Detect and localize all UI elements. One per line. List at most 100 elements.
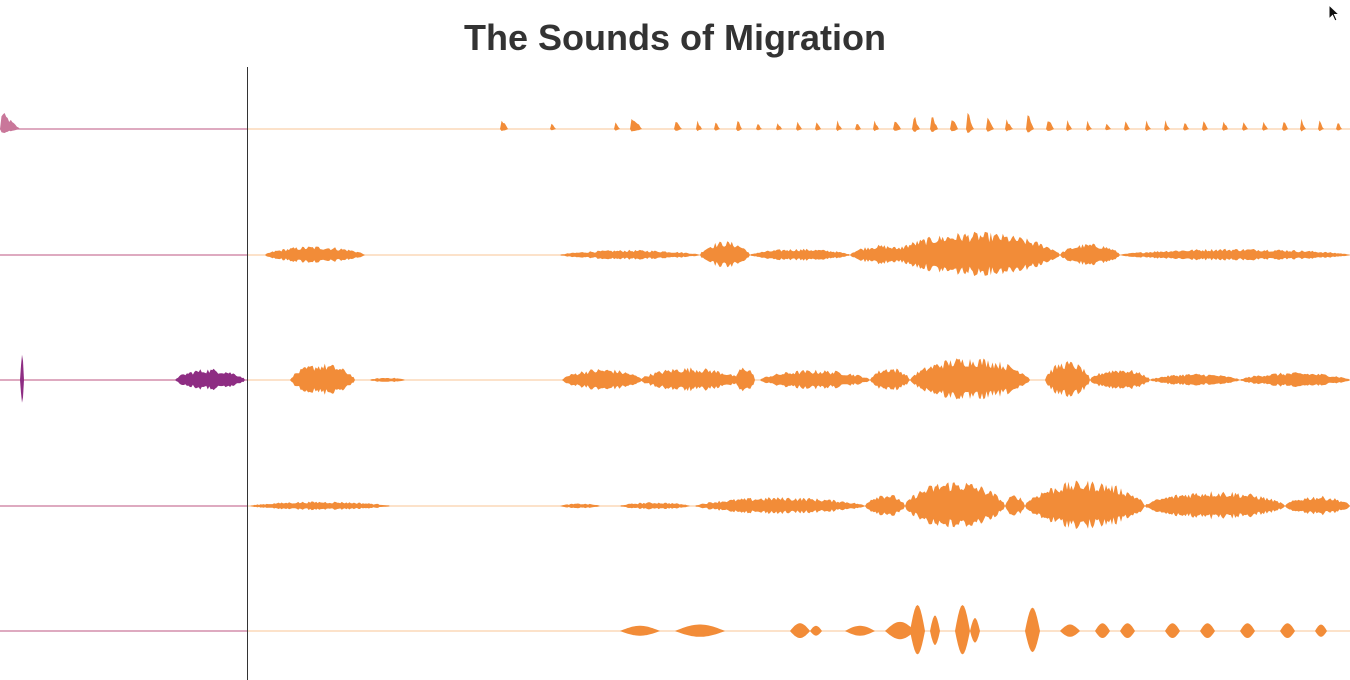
waveform-burst (776, 123, 782, 131)
waveform-burst (955, 605, 970, 655)
waveform-burst (1005, 495, 1025, 516)
waveform-burst (1105, 123, 1111, 131)
waveform-burst (966, 112, 974, 133)
waveform-burst (930, 117, 938, 132)
waveform-burst (265, 246, 365, 263)
waveform-burst (986, 117, 994, 132)
waveform-track[interactable] (0, 480, 1350, 530)
waveform-burst (1242, 122, 1248, 131)
waveform-burst (700, 241, 750, 268)
waveform-burst (1240, 372, 1350, 387)
waveform-track[interactable] (0, 354, 1350, 403)
arrow-pointer-icon (1328, 4, 1342, 24)
waveform-burst (1046, 121, 1054, 131)
waveform-burst (630, 119, 642, 132)
waveform-burst (930, 615, 940, 645)
waveform-burst (910, 358, 1030, 400)
waveform-burst (696, 120, 702, 132)
waveform-burst (893, 121, 901, 131)
waveform-burst (1336, 123, 1342, 131)
waveform-burst (905, 482, 1005, 528)
waveform-burst (796, 121, 802, 131)
waveform-burst (845, 625, 875, 636)
waveform-burst (910, 605, 925, 655)
waveform-burst (1120, 248, 1350, 261)
waveform-burst (1285, 495, 1350, 516)
page-title: The Sounds of Migration (464, 17, 886, 58)
waveform-burst (1120, 623, 1135, 638)
waveform-burst (865, 495, 905, 516)
waveform-burst (1280, 623, 1295, 638)
waveform-burst (890, 231, 1060, 276)
waveform-burst (620, 502, 690, 510)
waveform-burst (912, 116, 920, 132)
waveform-burst (1165, 623, 1180, 638)
waveform-burst (1183, 123, 1189, 131)
waveform-burst (1145, 491, 1285, 520)
waveform-burst (560, 249, 700, 260)
waveform-burst (1262, 121, 1268, 131)
waveform-burst (614, 122, 620, 131)
waveform-burst (1060, 243, 1120, 266)
waveform-track[interactable] (0, 112, 1350, 133)
waveform-burst (815, 122, 821, 131)
waveform-burst (1095, 623, 1110, 638)
waveform-track[interactable] (0, 605, 1350, 655)
waveform-burst (560, 503, 600, 509)
waveform-burst (1315, 624, 1327, 637)
waveform-burst (714, 122, 720, 131)
waveform-burst (855, 124, 861, 131)
waveform-burst (290, 363, 355, 395)
waveform-burst (750, 248, 850, 261)
waveform-burst (970, 618, 980, 643)
waveform-burst (950, 120, 958, 132)
waveform-canvas[interactable] (0, 60, 1350, 680)
waveform-burst (500, 120, 508, 131)
waveform-burst (1318, 120, 1324, 132)
waveform-track[interactable] (0, 231, 1350, 276)
waveform-burst (1150, 373, 1240, 386)
waveform-burst (836, 120, 842, 132)
waveform-burst (1145, 120, 1151, 132)
waveform-burst (1086, 120, 1092, 132)
waveform-burst (250, 501, 390, 511)
waveform-burst (1202, 121, 1208, 131)
waveform-burst (870, 368, 910, 391)
waveform-burst (756, 124, 762, 131)
waveform-burst (873, 120, 879, 132)
waveform-burst (810, 625, 822, 636)
waveform-burst (735, 367, 755, 392)
waveform-burst (736, 121, 742, 131)
waveform-burst (370, 377, 405, 382)
waveform-burst (1005, 119, 1013, 132)
waveform-burst (1066, 120, 1072, 132)
waveform-burst (550, 123, 556, 131)
waveform-burst (620, 625, 660, 636)
waveform-burst (675, 624, 725, 637)
waveform-burst (1025, 480, 1145, 529)
waveform-burst (790, 623, 810, 638)
waveform-burst (1090, 369, 1150, 390)
waveform-burst (1240, 623, 1255, 638)
waveform-burst (0, 113, 20, 133)
waveform-visualization[interactable] (0, 60, 1350, 680)
waveform-burst (1124, 121, 1130, 131)
waveform-burst (760, 369, 870, 390)
waveform-burst (1164, 120, 1170, 132)
waveform-burst (20, 354, 24, 403)
waveform-burst (1060, 624, 1080, 637)
waveform-burst (695, 497, 865, 514)
waveform-burst (640, 367, 740, 392)
waveform-burst (674, 122, 682, 131)
waveform-burst (1026, 115, 1034, 133)
waveform-burst (175, 368, 245, 391)
waveform-burst (1025, 607, 1040, 653)
waveform-burst (885, 621, 915, 640)
waveform-burst (1222, 121, 1228, 131)
waveform-burst (1045, 361, 1090, 397)
waveform-burst (562, 369, 642, 390)
waveform-burst (1300, 118, 1306, 132)
waveform-burst (1282, 122, 1288, 131)
waveform-burst (1200, 623, 1215, 638)
